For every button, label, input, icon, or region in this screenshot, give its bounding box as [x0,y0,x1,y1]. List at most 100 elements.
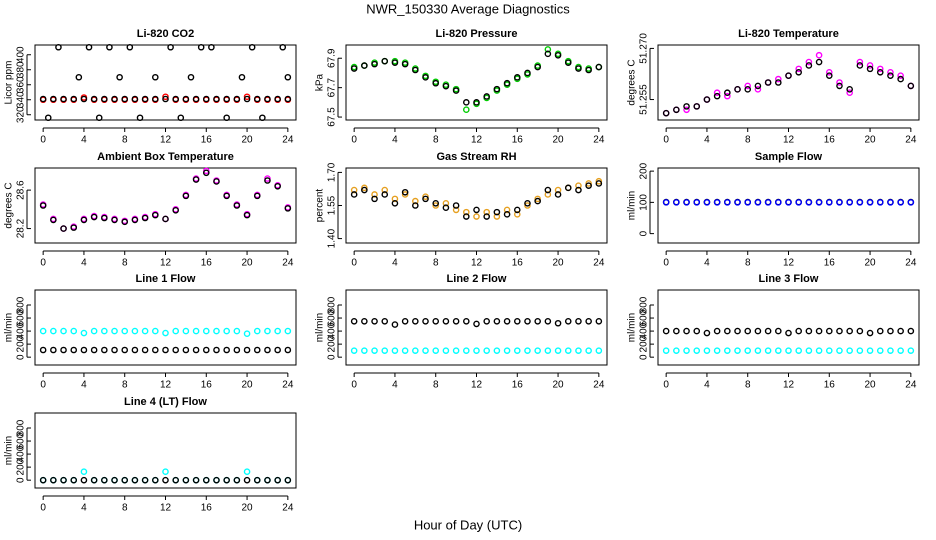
point [60,95,67,103]
y-axis-title: kPa [315,73,326,91]
point [544,191,552,198]
x-tick-label: 16 [512,135,524,146]
x-tick-label: 0 [40,258,46,269]
point [595,347,603,354]
point [795,347,802,354]
point [683,199,690,206]
point [785,329,792,337]
point [238,73,246,81]
y-axis-title: degrees C [627,59,638,105]
point [90,346,98,354]
y-axis-title: percent [315,189,326,223]
plot-frame [34,412,297,489]
y-tick-label: 400 [327,322,338,339]
point [805,62,813,69]
x-tick-label: 4 [704,380,710,391]
point [361,318,368,325]
point [131,95,139,103]
point [483,93,490,100]
x-tick-label: 12 [783,135,795,146]
point [162,215,169,223]
point [208,43,215,51]
point [805,347,813,354]
point [452,202,460,209]
point [764,79,772,86]
point [243,95,251,103]
point [126,43,134,51]
point [284,205,292,212]
point [513,347,521,354]
point [887,72,894,79]
x-tick-label: 8 [433,135,439,146]
x-tick-label: 20 [242,258,254,269]
x-tick-label: 20 [865,380,877,391]
point [744,82,752,90]
point [106,43,113,51]
point [673,199,680,206]
x-tick-label: 24 [282,258,294,269]
point [897,327,904,335]
point [836,199,843,206]
y-tick-label: 1.70 [327,162,338,182]
point [412,202,419,209]
point [595,318,603,325]
x-tick-label: 8 [745,258,751,269]
point [202,95,210,103]
point [182,476,190,484]
point [673,327,680,335]
point [775,347,782,354]
point [463,318,470,325]
point [795,199,802,206]
point [401,60,409,68]
point [703,329,711,337]
y-axis-title: ml/min [4,313,15,342]
point [724,347,731,354]
point [213,346,220,354]
x-tick-label: 16 [512,258,524,269]
point [381,347,389,354]
point [70,346,78,354]
x-tick-label: 24 [282,135,294,146]
point [897,72,904,79]
point [192,95,200,103]
x-tick-label: 20 [553,258,565,269]
x-tick-label: 4 [81,135,87,146]
point [90,95,98,103]
point [213,476,220,484]
point [724,327,731,335]
point [724,199,731,206]
point [253,476,261,484]
x-tick-label: 12 [471,258,483,269]
point [673,347,680,354]
point [493,347,501,354]
point [534,197,541,205]
point [182,327,190,335]
panel-title: Line 2 Flow [447,273,507,285]
x-tick-label: 24 [593,258,605,269]
point [80,216,88,224]
point [391,321,399,328]
point [233,476,241,484]
point [825,72,833,79]
x-tick-label: 4 [81,503,87,514]
y-tick-label: 200 [16,335,27,352]
point [70,476,78,484]
point [141,95,149,103]
point [683,347,690,354]
x-tick-label: 0 [40,380,46,391]
point [361,347,368,354]
point [274,327,281,335]
point [775,327,782,335]
point [391,195,399,203]
point [233,327,241,335]
y-axis-title: degrees C [4,182,15,228]
x-tick-label: 24 [905,380,917,391]
point [223,192,230,200]
point [223,346,230,354]
point [724,92,731,100]
y-tick-label: 0 [16,477,27,483]
point [524,318,531,325]
point [887,68,894,76]
y-tick-label: 320 [16,106,27,123]
